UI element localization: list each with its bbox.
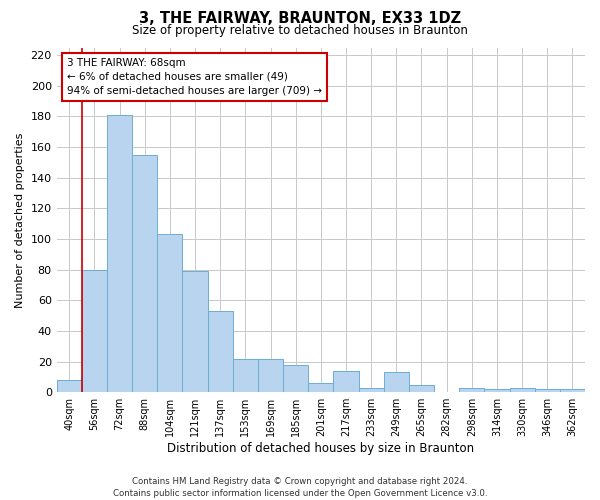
Text: Contains HM Land Registry data © Crown copyright and database right 2024.
Contai: Contains HM Land Registry data © Crown c… [113,476,487,498]
Bar [258,358,283,392]
Bar [56,380,82,392]
Bar [82,270,107,392]
Text: 3, THE FAIRWAY, BRAUNTON, EX33 1DZ: 3, THE FAIRWAY, BRAUNTON, EX33 1DZ [139,11,461,26]
Bar [334,371,359,392]
Bar [560,389,585,392]
Bar [484,389,509,392]
Bar [283,364,308,392]
Bar [182,271,208,392]
Bar [509,388,535,392]
Bar [157,234,182,392]
Text: 3 THE FAIRWAY: 68sqm
← 6% of detached houses are smaller (49)
94% of semi-detach: 3 THE FAIRWAY: 68sqm ← 6% of detached ho… [67,58,322,96]
Bar [459,388,484,392]
Text: Size of property relative to detached houses in Braunton: Size of property relative to detached ho… [132,24,468,37]
Bar [132,154,157,392]
Bar [107,115,132,392]
Bar [233,358,258,392]
Bar [409,384,434,392]
Bar [535,389,560,392]
Bar [208,311,233,392]
Bar [359,388,384,392]
X-axis label: Distribution of detached houses by size in Braunton: Distribution of detached houses by size … [167,442,475,455]
Bar [308,383,334,392]
Bar [384,372,409,392]
Y-axis label: Number of detached properties: Number of detached properties [15,132,25,308]
